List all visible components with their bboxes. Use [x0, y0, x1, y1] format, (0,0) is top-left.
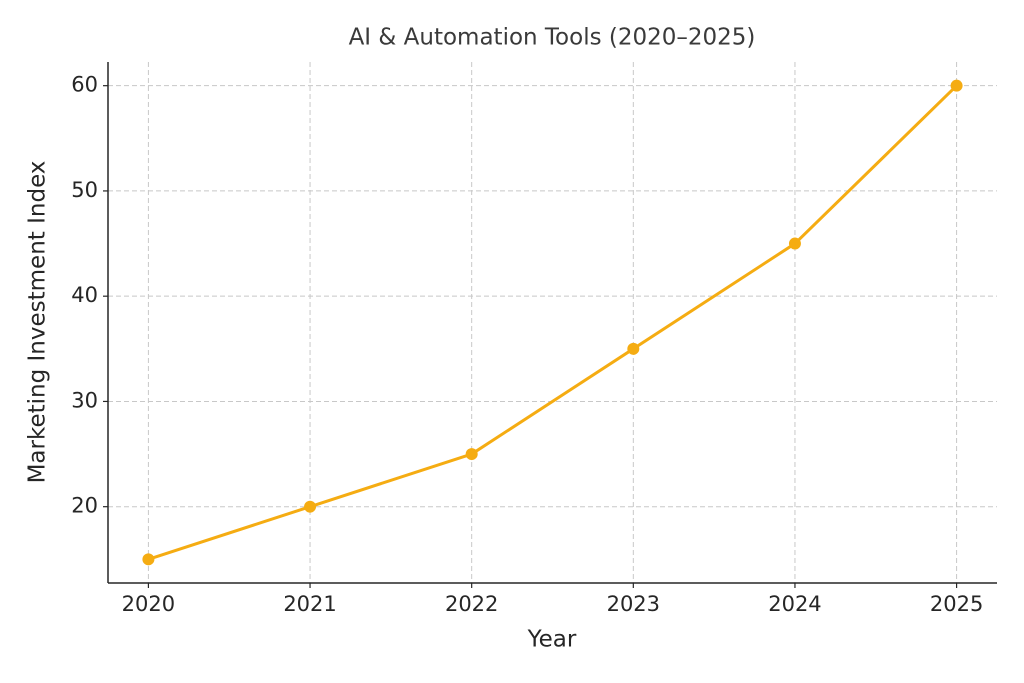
y-tick-label: 40 [71, 283, 98, 307]
y-tick-label: 60 [71, 73, 98, 97]
data-point [627, 342, 640, 355]
y-tick-label: 30 [71, 388, 98, 412]
data-line [147, 84, 958, 561]
x-tick-label: 2020 [122, 592, 175, 616]
y-tick-label: 20 [71, 494, 98, 518]
x-tick-label: 2025 [930, 592, 983, 616]
y-axis-label: Marketing Investment Index [25, 161, 51, 484]
x-tick-label: 2024 [768, 592, 821, 616]
data-point [950, 79, 963, 92]
data-point [788, 237, 801, 250]
data-point [465, 448, 478, 461]
x-tick-label: 2023 [607, 592, 660, 616]
x-axis-label: Year [527, 627, 577, 653]
chart-title: AI & Automation Tools (2020–2025) [349, 25, 756, 51]
data-point [304, 500, 317, 513]
y-tick-label: 50 [71, 178, 98, 202]
x-tick-label: 2022 [445, 592, 498, 616]
x-tick-label: 2021 [283, 592, 336, 616]
data-point [142, 553, 155, 566]
